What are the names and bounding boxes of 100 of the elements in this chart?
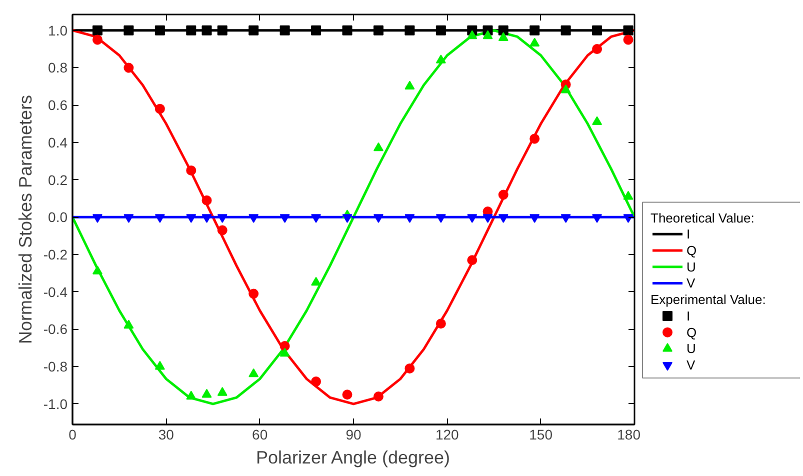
point: [92, 214, 102, 223]
point: [311, 25, 322, 36]
point: [373, 142, 384, 152]
point: [592, 214, 602, 223]
point: [592, 116, 602, 125]
point: [280, 348, 290, 357]
y-tick-label: 0.0: [48, 209, 68, 226]
point: [436, 318, 446, 329]
point: [592, 25, 602, 36]
point: [467, 30, 478, 40]
x-tick-label: 0: [68, 426, 77, 442]
point: [280, 214, 290, 223]
point: [280, 25, 290, 36]
point: [311, 376, 322, 387]
point: [186, 165, 196, 176]
point: [124, 25, 134, 36]
point: [498, 190, 508, 200]
legend-label: Q: [686, 243, 697, 258]
point: [124, 62, 134, 73]
point: [311, 214, 322, 223]
point: [248, 288, 259, 299]
x-tick-label: 60: [252, 426, 268, 442]
x-axis-title: Polarizer Angle (degree): [256, 448, 450, 468]
point: [623, 190, 634, 200]
point: [404, 214, 415, 223]
point: [467, 255, 478, 266]
point: [436, 25, 446, 36]
legend-label: I: [686, 226, 690, 242]
y-axis-title: Normalized Stokes Parameters: [15, 94, 36, 344]
point: [404, 363, 415, 374]
y-tick-label: -0.6: [43, 321, 68, 338]
point: [467, 214, 478, 223]
point: [217, 387, 228, 396]
x-tick-label: 150: [529, 426, 553, 442]
point: [436, 54, 446, 64]
point: [436, 214, 446, 223]
point: [154, 104, 165, 114]
point: [530, 134, 540, 144]
point: [482, 30, 493, 40]
point: [623, 34, 634, 45]
point: [560, 84, 571, 94]
point: [530, 38, 540, 47]
y-tick-label: -0.4: [43, 284, 68, 300]
point: [124, 320, 134, 329]
point: [92, 266, 102, 274]
x-tick-label: 180: [617, 426, 641, 442]
point: [404, 80, 415, 90]
point: [560, 25, 571, 36]
y-tick-label: 0.8: [48, 60, 68, 76]
point: [311, 276, 322, 286]
point: [186, 25, 196, 36]
point: [186, 214, 196, 223]
y-tick-label: -0.2: [43, 246, 68, 263]
y-tick-label: 0.4: [48, 134, 68, 150]
y-tick-label: 0.6: [48, 97, 68, 114]
point: [560, 214, 571, 223]
point: [404, 25, 415, 36]
x-tick-label: 90: [346, 426, 362, 442]
point: [154, 360, 165, 370]
point: [248, 25, 259, 36]
point: [248, 368, 259, 378]
point: [498, 32, 508, 41]
point: [342, 25, 352, 36]
point: [623, 214, 634, 223]
point: [373, 214, 384, 223]
y-tick-label: 0.2: [48, 172, 68, 188]
point: [373, 391, 384, 402]
point: [92, 34, 102, 45]
point: [92, 25, 102, 36]
point: [154, 25, 165, 36]
point: [342, 390, 352, 400]
point: [498, 214, 508, 223]
point: [342, 214, 352, 223]
point: [202, 25, 212, 36]
point: [592, 44, 602, 54]
y-tick-label: 1.0: [48, 22, 68, 38]
point: [217, 25, 228, 36]
y-tick-label: -0.8: [43, 358, 68, 375]
legend-label: I: [686, 308, 690, 324]
point: [530, 25, 540, 36]
x-tick-label: 120: [435, 426, 460, 442]
point: [202, 195, 212, 206]
point: [124, 214, 134, 223]
point: [186, 390, 196, 400]
point: [530, 214, 540, 223]
point: [202, 388, 212, 398]
point: [482, 214, 493, 223]
legend-label: U: [686, 341, 696, 356]
point: [217, 214, 228, 223]
point: [280, 341, 290, 352]
text: Theoretical Value:: [650, 210, 754, 226]
point: [217, 225, 228, 236]
point: [154, 214, 165, 223]
point: [202, 214, 212, 223]
point: [248, 214, 259, 223]
y-tick-label: -1.0: [43, 396, 68, 412]
legend-label: U: [686, 259, 696, 274]
point: [498, 25, 508, 36]
legend-label: V: [686, 276, 696, 291]
legend-label: Q: [686, 324, 697, 340]
